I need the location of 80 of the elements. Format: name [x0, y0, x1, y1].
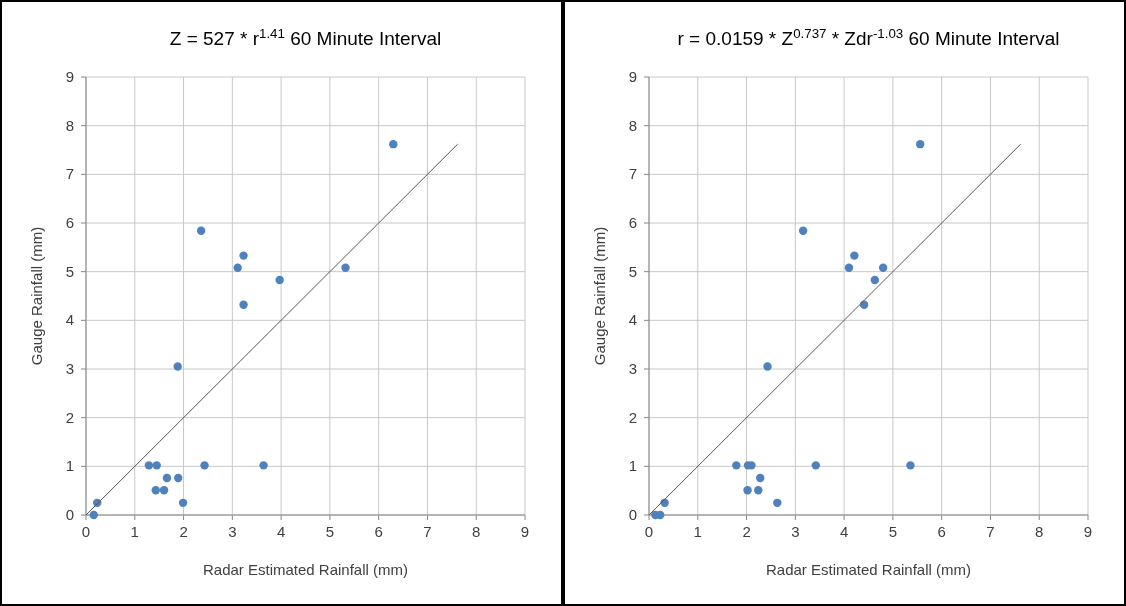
- point: [159, 485, 169, 495]
- y-tick-label: 7: [628, 165, 637, 183]
- point: [200, 461, 209, 470]
- y-tick-label: 2: [628, 408, 637, 426]
- chart-title: Z = 527 * r$^{1.41}$ 60 Minute Interval: [169, 25, 442, 49]
- point: [144, 461, 154, 470]
- point: [906, 461, 915, 470]
- point: [239, 251, 248, 260]
- x-tick-label: 3: [791, 523, 800, 540]
- x-tick-label: 5: [325, 523, 335, 540]
- point: [259, 461, 268, 470]
- point: [870, 275, 880, 285]
- point: [89, 510, 98, 520]
- point: [233, 263, 242, 272]
- point: [743, 485, 752, 495]
- x-tick-label: 1: [693, 523, 702, 540]
- point: [763, 362, 772, 371]
- x-tick-label: 4: [839, 523, 849, 540]
- x-tick-label: 6: [937, 523, 946, 540]
- x-tick-label: 1: [130, 523, 139, 540]
- y-tick-label: 3: [628, 360, 637, 377]
- y-tick-label: 6: [628, 214, 637, 231]
- x-tick-label: 9: [1083, 523, 1093, 540]
- x-tick-label: 0: [644, 523, 654, 540]
- y-axis-title: Gauge Rainfall (mm): [28, 226, 45, 366]
- y-tick-label: 7: [65, 165, 74, 183]
- y-tick-label: 1: [628, 457, 637, 475]
- x-tick-label: 8: [472, 523, 481, 540]
- point: [151, 485, 160, 495]
- x-axis-title: Radar Estimated Rainfall (mm): [765, 561, 972, 578]
- x-axis-title: Radar Estimated Rainfall (mm): [202, 561, 409, 578]
- y-tick-label: 4: [65, 311, 74, 329]
- point: [173, 362, 182, 371]
- x-tick-label: 6: [374, 523, 383, 540]
- x-tick-label: 8: [1035, 523, 1044, 540]
- point: [173, 473, 183, 483]
- y-tick-label: 2: [65, 408, 74, 426]
- point: [196, 226, 206, 235]
- point: [811, 461, 821, 470]
- point: [850, 251, 859, 260]
- point: [773, 498, 782, 508]
- point: [916, 139, 925, 149]
- y-tick-label: 6: [65, 214, 74, 231]
- point: [178, 498, 188, 508]
- y-tick-label: 4: [628, 311, 637, 329]
- point: [756, 473, 765, 483]
- point: [275, 275, 284, 285]
- y-tick-label: 5: [65, 262, 74, 280]
- y-tick-label: 8: [628, 116, 637, 134]
- point: [656, 510, 665, 520]
- x-tick-label: 4: [276, 523, 286, 540]
- y-tick-label: 5: [628, 262, 637, 280]
- point: [341, 263, 350, 272]
- x-tick-label: 7: [986, 523, 995, 540]
- chart-title: r = 0.0159 * Z$^{0.737}$ * Zdr$^{-1.03}$ 60 Minute Interval: [677, 25, 1060, 49]
- y-tick-label: 9: [65, 68, 74, 85]
- point: [878, 263, 888, 272]
- y-tick-label: 1: [65, 457, 74, 475]
- x-tick-label: 2: [742, 523, 751, 540]
- point: [732, 461, 741, 470]
- y-tick-label: 0: [65, 506, 74, 523]
- y-tick-label: 3: [65, 360, 74, 377]
- x-tick-label: 7: [423, 523, 432, 540]
- x-tick-label: 2: [179, 523, 188, 540]
- point: [162, 473, 172, 483]
- point: [844, 263, 854, 272]
- point: [152, 461, 161, 470]
- x-tick-label: 9: [520, 523, 530, 540]
- point: [754, 485, 763, 495]
- x-tick-label: 3: [228, 523, 237, 540]
- y-axis-title: Gauge Rainfall (mm): [591, 226, 608, 366]
- y-tick-label: 8: [65, 116, 74, 134]
- point: [239, 300, 248, 309]
- y-tick-label: 0: [628, 506, 637, 523]
- x-tick-label: 0: [81, 523, 91, 540]
- point: [389, 139, 398, 149]
- point: [660, 498, 669, 508]
- point: [798, 226, 808, 235]
- x-tick-label: 5: [888, 523, 898, 540]
- y-tick-label: 9: [628, 68, 637, 85]
